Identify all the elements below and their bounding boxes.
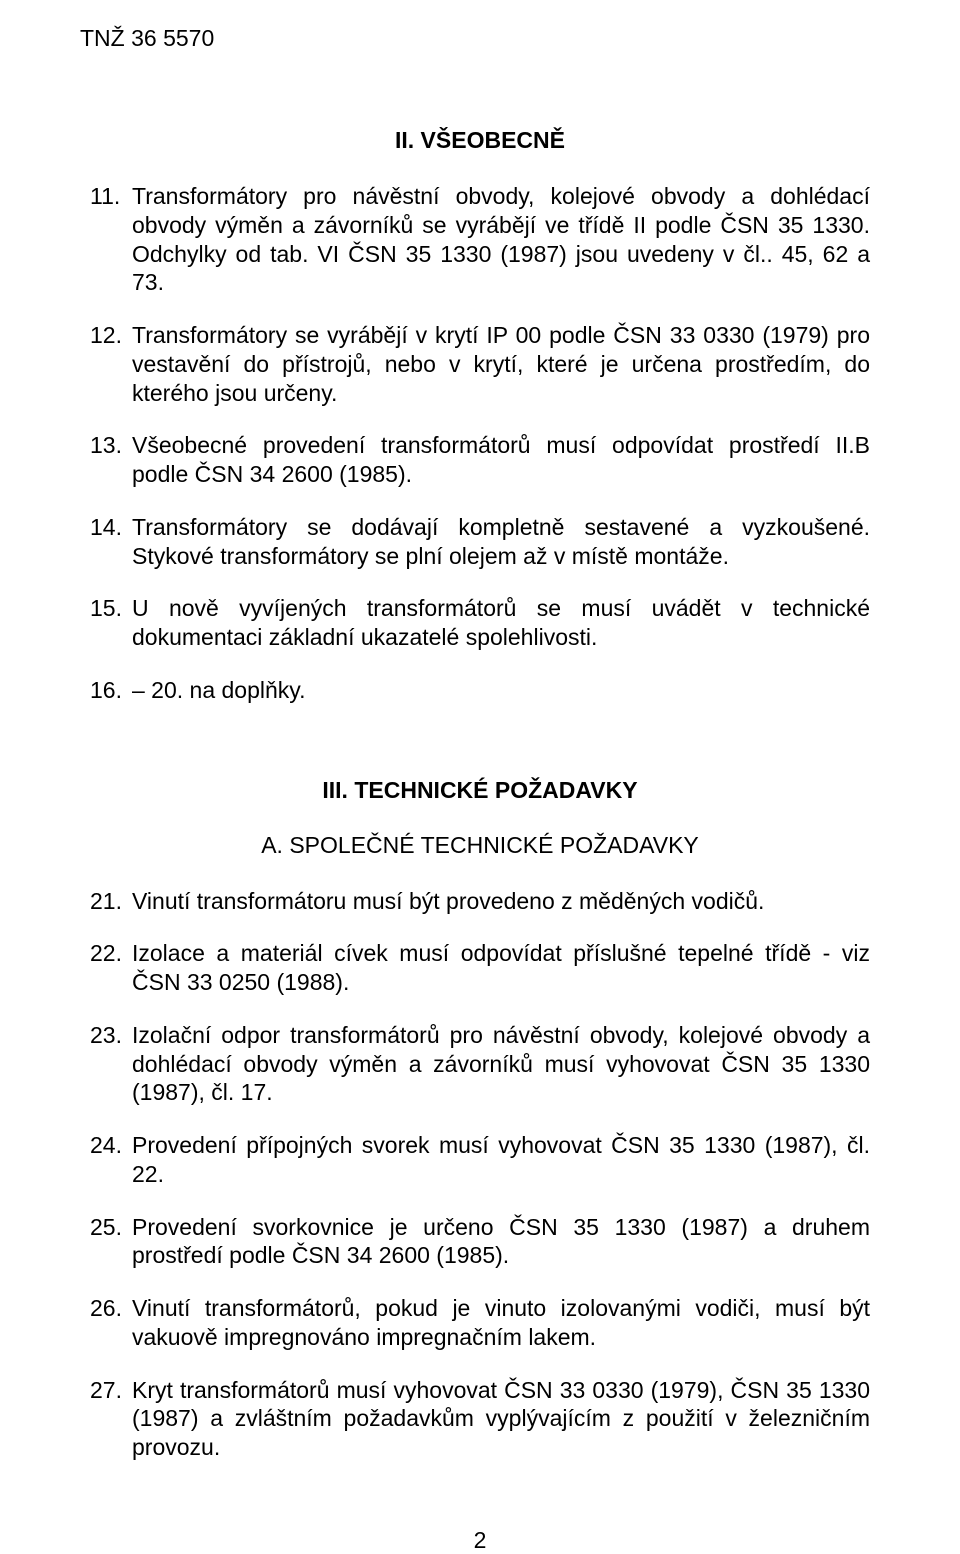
item-number: 25. bbox=[90, 1213, 132, 1271]
item-text: Transformátory se vyrábějí v krytí IP 00… bbox=[132, 321, 870, 407]
page-number: 2 bbox=[90, 1527, 870, 1554]
item-text: Transformátory se dodávají kompletně ses… bbox=[132, 513, 870, 571]
list-item: 21. Vinutí transformátoru musí být prove… bbox=[90, 887, 870, 916]
item-number: 21. bbox=[90, 887, 132, 916]
item-text: U nově vyvíjených transformátorů se musí… bbox=[132, 594, 870, 652]
section-2-title: II. VŠEOBECNĚ bbox=[90, 127, 870, 154]
list-item: 25. Provedení svorkovnice je určeno ČSN … bbox=[90, 1213, 870, 1271]
item-number: 16. bbox=[90, 676, 132, 705]
list-item: 23. Izolační odpor transformátorů pro ná… bbox=[90, 1021, 870, 1107]
list-item: 11. Transformátory pro návěstní obvody, … bbox=[90, 182, 870, 297]
list-item: 24. Provedení přípojných svorek musí vyh… bbox=[90, 1131, 870, 1189]
item-number: 24. bbox=[90, 1131, 132, 1189]
list-item: 15. U nově vyvíjených transformátorů se … bbox=[90, 594, 870, 652]
section-3-subtitle: A. SPOLEČNÉ TECHNICKÉ POŽADAVKY bbox=[90, 832, 870, 859]
item-text: Vinutí transformátoru musí být provedeno… bbox=[132, 887, 870, 916]
item-text: Transformátory pro návěstní obvody, kole… bbox=[132, 182, 870, 297]
item-number: 11. bbox=[90, 182, 132, 297]
section-3-title: III. TECHNICKÉ POŽADAVKY bbox=[90, 777, 870, 804]
list-item: 22. Izolace a materiál cívek musí odpoví… bbox=[90, 939, 870, 997]
document-code: TNŽ 36 5570 bbox=[80, 25, 870, 52]
item-text: Všeobecné provedení transformátorů musí … bbox=[132, 431, 870, 489]
item-text: Provedení přípojných svorek musí vyhovov… bbox=[132, 1131, 870, 1189]
document-page: TNŽ 36 5570 II. VŠEOBECNĚ 11. Transformá… bbox=[0, 0, 960, 1554]
item-text: Provedení svorkovnice je určeno ČSN 35 1… bbox=[132, 1213, 870, 1271]
item-number: 14. bbox=[90, 513, 132, 571]
list-item: 26. Vinutí transformátorů, pokud je vinu… bbox=[90, 1294, 870, 1352]
item-text: – 20. na doplňky. bbox=[132, 676, 870, 705]
item-number: 27. bbox=[90, 1376, 132, 1462]
list-item: 27. Kryt transformátorů musí vyhovovat Č… bbox=[90, 1376, 870, 1462]
item-number: 13. bbox=[90, 431, 132, 489]
item-text: Izolace a materiál cívek musí odpovídat … bbox=[132, 939, 870, 997]
item-number: 12. bbox=[90, 321, 132, 407]
item-text: Izolační odpor transformátorů pro návěst… bbox=[132, 1021, 870, 1107]
list-item: 12. Transformátory se vyrábějí v krytí I… bbox=[90, 321, 870, 407]
item-number: 15. bbox=[90, 594, 132, 652]
item-number: 22. bbox=[90, 939, 132, 997]
list-item: 16. – 20. na doplňky. bbox=[90, 676, 870, 705]
list-item: 14. Transformátory se dodávají kompletně… bbox=[90, 513, 870, 571]
item-text: Kryt transformátorů musí vyhovovat ČSN 3… bbox=[132, 1376, 870, 1462]
item-number: 23. bbox=[90, 1021, 132, 1107]
item-number: 26. bbox=[90, 1294, 132, 1352]
list-item: 13. Všeobecné provedení transformátorů m… bbox=[90, 431, 870, 489]
item-text: Vinutí transformátorů, pokud je vinuto i… bbox=[132, 1294, 870, 1352]
